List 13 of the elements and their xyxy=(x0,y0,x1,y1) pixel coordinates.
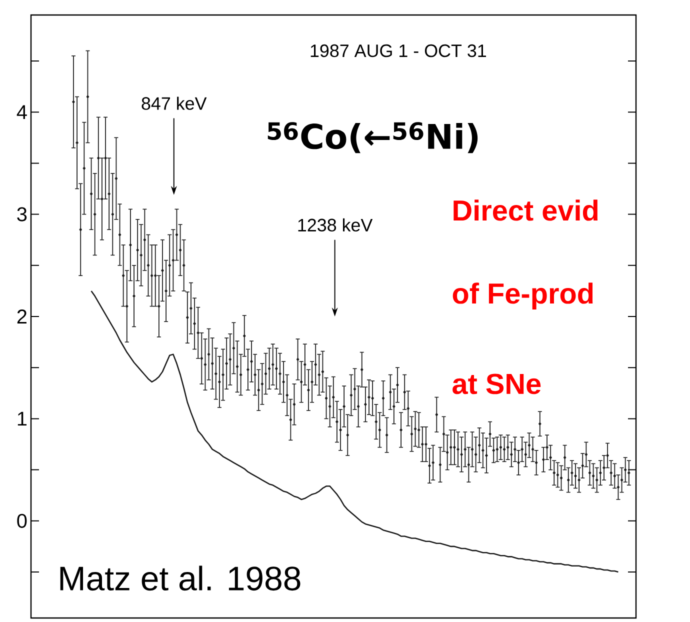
annotation: Direct evid xyxy=(454,200,598,221)
annotation: 1987 AUG 1 - OCT 31 xyxy=(310,44,486,58)
annotation: $^{56}$Co(←$^{56}$Ni) xyxy=(268,122,478,154)
annotation: 847 keV xyxy=(142,96,207,110)
annotation: of Fe-prod xyxy=(452,282,593,310)
annotation: 1238 keV xyxy=(298,218,373,232)
y-tick-label: 0 xyxy=(17,514,27,528)
y-tick-label: 1 xyxy=(18,412,27,426)
y-tick-label: 2 xyxy=(17,310,26,324)
annotation: Matz et al. 1988 xyxy=(60,566,300,591)
y-tick-label: 4 xyxy=(16,105,27,119)
y-tick-label: 3 xyxy=(17,207,27,222)
annotation: at SNe xyxy=(452,374,541,394)
